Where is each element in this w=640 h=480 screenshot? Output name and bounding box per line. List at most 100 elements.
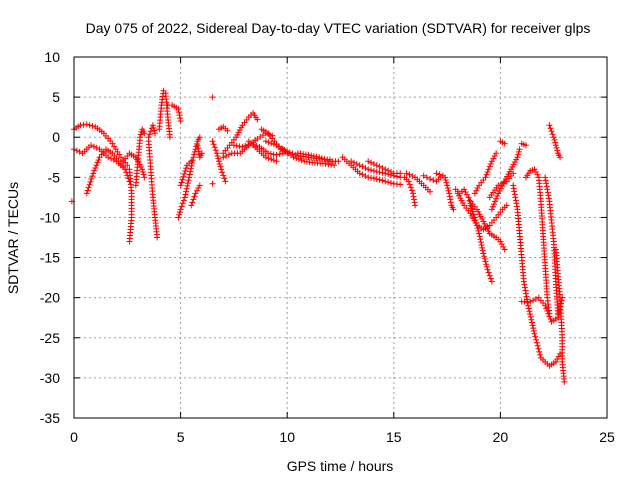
data-point — [221, 175, 228, 182]
data-point — [523, 293, 530, 300]
data-point — [92, 164, 99, 171]
data-point — [321, 156, 328, 163]
data-point — [194, 142, 201, 149]
data-point — [516, 146, 523, 153]
data-point — [313, 153, 320, 160]
data-point — [183, 188, 190, 195]
data-point — [178, 179, 185, 186]
data-point — [90, 170, 97, 177]
data-point — [322, 160, 329, 167]
data-point — [497, 238, 504, 245]
data-point — [137, 131, 144, 138]
data-point — [529, 322, 536, 329]
data-point — [73, 147, 80, 154]
data-point — [545, 195, 552, 202]
data-point — [476, 230, 483, 237]
y-tick-label: -15 — [40, 250, 60, 266]
data-point — [175, 106, 182, 113]
data-point — [481, 255, 488, 262]
data-point — [406, 171, 413, 178]
data-point — [189, 199, 196, 206]
data-point — [470, 211, 477, 218]
data-point — [182, 168, 189, 175]
data-point — [370, 167, 377, 174]
data-point — [188, 202, 195, 209]
data-point — [397, 170, 404, 177]
data-point — [522, 290, 529, 297]
data-point — [430, 177, 437, 184]
data-point — [180, 197, 187, 204]
data-point — [549, 131, 556, 138]
data-point — [420, 172, 427, 179]
data-point — [444, 182, 451, 189]
data-point — [183, 185, 190, 192]
data-point — [373, 175, 380, 182]
data-point — [223, 152, 230, 159]
data-point — [473, 187, 480, 194]
data-point — [220, 172, 227, 179]
data-point — [95, 156, 102, 163]
data-point — [190, 154, 197, 161]
data-point — [533, 339, 540, 346]
data-point — [513, 203, 520, 210]
data-point — [510, 182, 517, 189]
data-point — [166, 134, 173, 141]
data-point — [433, 170, 440, 177]
data-point — [490, 155, 497, 162]
data-point — [487, 275, 494, 282]
data-point — [411, 196, 418, 203]
y-tick-label: -25 — [40, 330, 60, 346]
data-point — [177, 182, 184, 189]
data-point — [140, 171, 147, 178]
data-point — [527, 311, 534, 318]
data-point — [550, 134, 557, 141]
data-point — [183, 165, 190, 172]
data-point — [482, 258, 489, 265]
data-point — [90, 143, 97, 150]
data-point — [491, 152, 498, 159]
data-point — [548, 128, 555, 135]
data-point — [193, 140, 200, 147]
data-point — [485, 269, 492, 276]
data-point — [535, 345, 542, 352]
data-point — [87, 178, 94, 185]
data-point — [498, 181, 505, 188]
data-point — [195, 145, 202, 152]
data-point — [409, 190, 416, 197]
data-point — [527, 298, 534, 305]
data-point — [180, 173, 187, 180]
chart-title: Day 075 of 2022, Sidereal Day-to-day VTE… — [86, 20, 591, 36]
x-tick-label: 0 — [70, 429, 78, 445]
data-point — [465, 194, 472, 201]
grid — [74, 57, 607, 418]
data-point — [370, 175, 377, 182]
data-point — [250, 141, 257, 148]
data-point — [192, 146, 199, 153]
data-point — [348, 158, 355, 165]
data-point — [544, 308, 551, 315]
data-point — [546, 313, 553, 320]
data-point — [427, 188, 434, 195]
data-point — [493, 150, 500, 157]
data-point — [267, 150, 274, 157]
data-point — [273, 151, 280, 158]
data-point — [149, 122, 156, 129]
data-point — [254, 116, 261, 123]
data-point — [483, 171, 490, 178]
data-point — [190, 196, 197, 203]
data-point — [177, 206, 184, 213]
data-point — [494, 193, 501, 200]
y-tick-label: -35 — [40, 410, 60, 426]
x-tick-label: 20 — [493, 429, 509, 445]
data-point — [368, 167, 375, 174]
data-point — [554, 147, 561, 154]
data-point — [139, 168, 146, 175]
y-axis-label: SDTVAR / TECUs — [5, 182, 21, 294]
data-point — [532, 333, 539, 340]
data-point — [514, 154, 521, 161]
data-point — [475, 227, 482, 234]
data-point — [84, 187, 91, 194]
data-point — [532, 168, 539, 175]
data-point — [222, 178, 229, 185]
data-point — [442, 177, 449, 184]
